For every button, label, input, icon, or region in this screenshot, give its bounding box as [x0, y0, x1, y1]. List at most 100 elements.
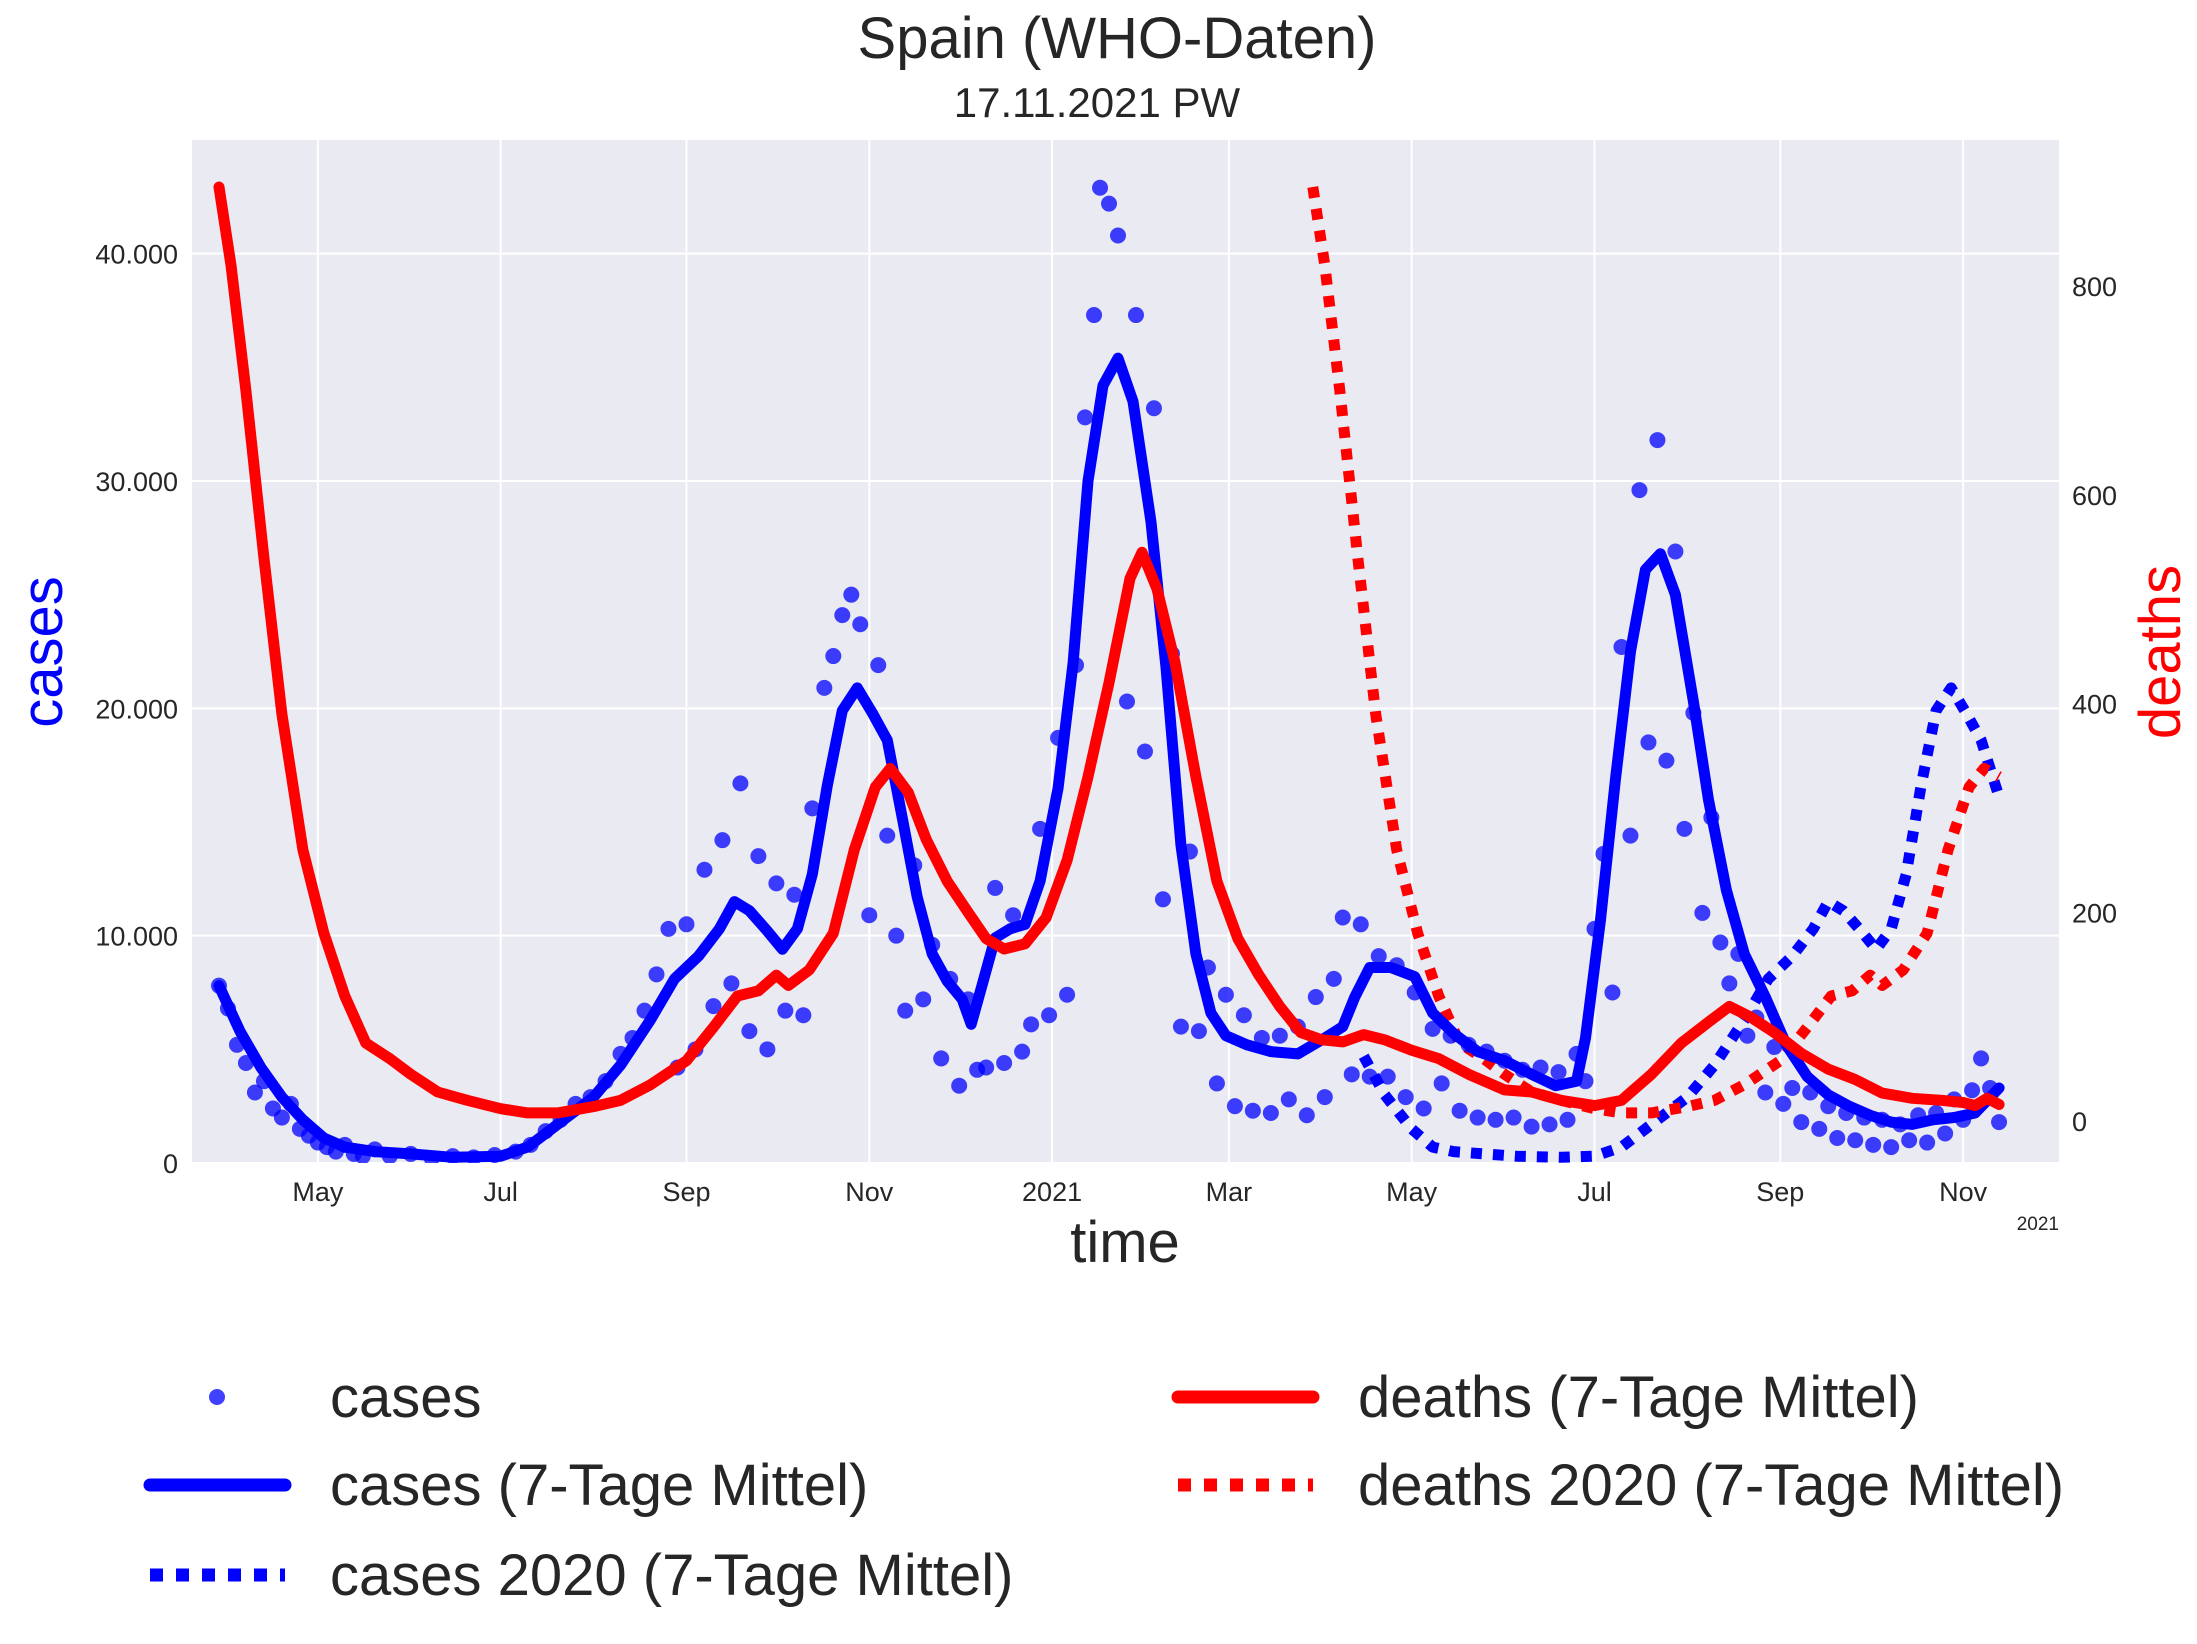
cases-point: [1370, 948, 1387, 965]
y-left-axis-label: cases: [10, 576, 75, 728]
cases-point: [786, 886, 803, 903]
cases-point: [1334, 909, 1351, 926]
x-tick-labels: May Jul Sep Nov 2021 Mar May Jul Sep Nov: [292, 1177, 1987, 1207]
cases-point: [1964, 1082, 1981, 1099]
x-tick-label: May: [292, 1177, 344, 1207]
cases-point: [795, 1007, 812, 1024]
legend-label: deaths 2020 (7-Tage Mittel): [1358, 1453, 2064, 1518]
cases-point: [1271, 1027, 1288, 1044]
y-left-tick-label: 40.000: [95, 240, 178, 270]
x-tick-label: Nov: [1939, 1177, 1988, 1207]
x-tick-label: Mar: [1206, 1177, 1253, 1207]
cases-point: [852, 616, 869, 633]
x-tick-label: Sep: [662, 1177, 710, 1207]
cases-point: [933, 1050, 950, 1067]
cases-point: [1649, 432, 1666, 449]
chart-subtitle: 17.11.2021 PW: [954, 79, 1241, 126]
legend-label: cases: [330, 1365, 482, 1430]
cases-point: [1937, 1125, 1954, 1142]
legend-label: cases 2020 (7-Tage Mittel): [330, 1543, 1013, 1608]
cases-point: [1766, 1039, 1783, 1056]
cases-point: [978, 1059, 995, 1076]
y-right-tick-label: 200: [2072, 898, 2117, 928]
cases-point: [1550, 1064, 1567, 1081]
cases-point: [1379, 1068, 1396, 1085]
cases-point: [1343, 1066, 1360, 1083]
plot-area: [192, 140, 2059, 1163]
y-left-tick-label: 20.000: [95, 694, 178, 724]
cases-point: [732, 775, 749, 792]
cases-point: [1721, 975, 1738, 992]
cases-point: [987, 879, 1004, 896]
cases-point: [1757, 1084, 1774, 1101]
cases-point: [768, 875, 785, 892]
legend-marker-scatter: [209, 1389, 225, 1405]
legend-label: deaths (7-Tage Mittel): [1358, 1365, 1919, 1430]
x-tick-label: Jul: [1577, 1177, 1612, 1207]
cases-point: [1622, 827, 1639, 844]
legend: cases cases (7-Tage Mittel) cases 2020 (7-…: [143, 1365, 2064, 1608]
cases-2020-line: [1358, 682, 2005, 1163]
cases-point: [1361, 1068, 1378, 1085]
cases-point: [1433, 1075, 1450, 1092]
cases-point: [273, 1109, 290, 1126]
y-left-tick-labels: 0 10.000 20.000 30.000 40.000: [95, 240, 178, 1179]
cases-point: [723, 975, 740, 992]
cases-point: [1793, 1114, 1810, 1131]
y-left-tick-label: 30.000: [95, 467, 178, 497]
cases-point: [759, 1041, 776, 1058]
cases-point: [1415, 1100, 1432, 1117]
x-tick-label: Jul: [483, 1177, 518, 1207]
cases-point: [696, 861, 713, 878]
cases-point: [1235, 1007, 1252, 1024]
cases-point: [741, 1023, 758, 1040]
cases-point: [678, 916, 695, 933]
cases-point: [1901, 1132, 1918, 1149]
cases-point: [1253, 1029, 1270, 1046]
cases-point: [246, 1084, 263, 1101]
cases-point: [1014, 1043, 1031, 1060]
cases-point: [1739, 1027, 1756, 1044]
x-tick-label: 2021: [1022, 1177, 1082, 1207]
cases-point: [861, 907, 878, 924]
cases-point: [1919, 1134, 1936, 1151]
cases-point: [804, 800, 821, 817]
cases-point: [1208, 1075, 1225, 1092]
x-tick-label: May: [1386, 1177, 1438, 1207]
cases-point: [870, 657, 887, 674]
cases-point: [1451, 1102, 1468, 1119]
cases-7day-line: [213, 352, 2005, 1163]
cases-point: [1667, 543, 1684, 560]
cases-point: [1316, 1089, 1333, 1106]
cases-point: [1298, 1107, 1315, 1124]
cases-point: [648, 966, 665, 983]
cases-point: [1829, 1129, 1846, 1146]
y-right-tick-label: 600: [2072, 481, 2117, 511]
cases-point: [1118, 693, 1135, 710]
cases-point: [951, 1077, 968, 1094]
cases-point: [1154, 891, 1171, 908]
cases-point: [1658, 752, 1675, 769]
chart-title: Spain (WHO-Daten): [858, 6, 1377, 71]
cases-point: [1712, 934, 1729, 951]
cases-point: [1110, 227, 1127, 244]
cases-point: [660, 920, 677, 937]
cases-point: [843, 586, 860, 603]
cases-point: [879, 827, 896, 844]
cases-point: [1505, 1109, 1522, 1126]
cases-point: [1424, 1020, 1441, 1037]
cases-point: [1559, 1111, 1576, 1128]
cases-point: [1190, 1023, 1207, 1040]
cases-point: [1604, 984, 1621, 1001]
cases-point: [1262, 1104, 1279, 1121]
cases-point: [1086, 307, 1103, 324]
cases-point: [1023, 1016, 1040, 1033]
cases-point: [1991, 1114, 2008, 1131]
cases-point: [1041, 1007, 1058, 1024]
cases-point: [1865, 1136, 1882, 1153]
legend-label: cases (7-Tage Mittel): [330, 1453, 868, 1518]
cases-point: [1487, 1111, 1504, 1128]
y-right-tick-labels: 0 200 400 600 800: [2072, 272, 2117, 1137]
y-right-tick-label: 800: [2072, 272, 2117, 302]
cases-point: [888, 927, 905, 944]
